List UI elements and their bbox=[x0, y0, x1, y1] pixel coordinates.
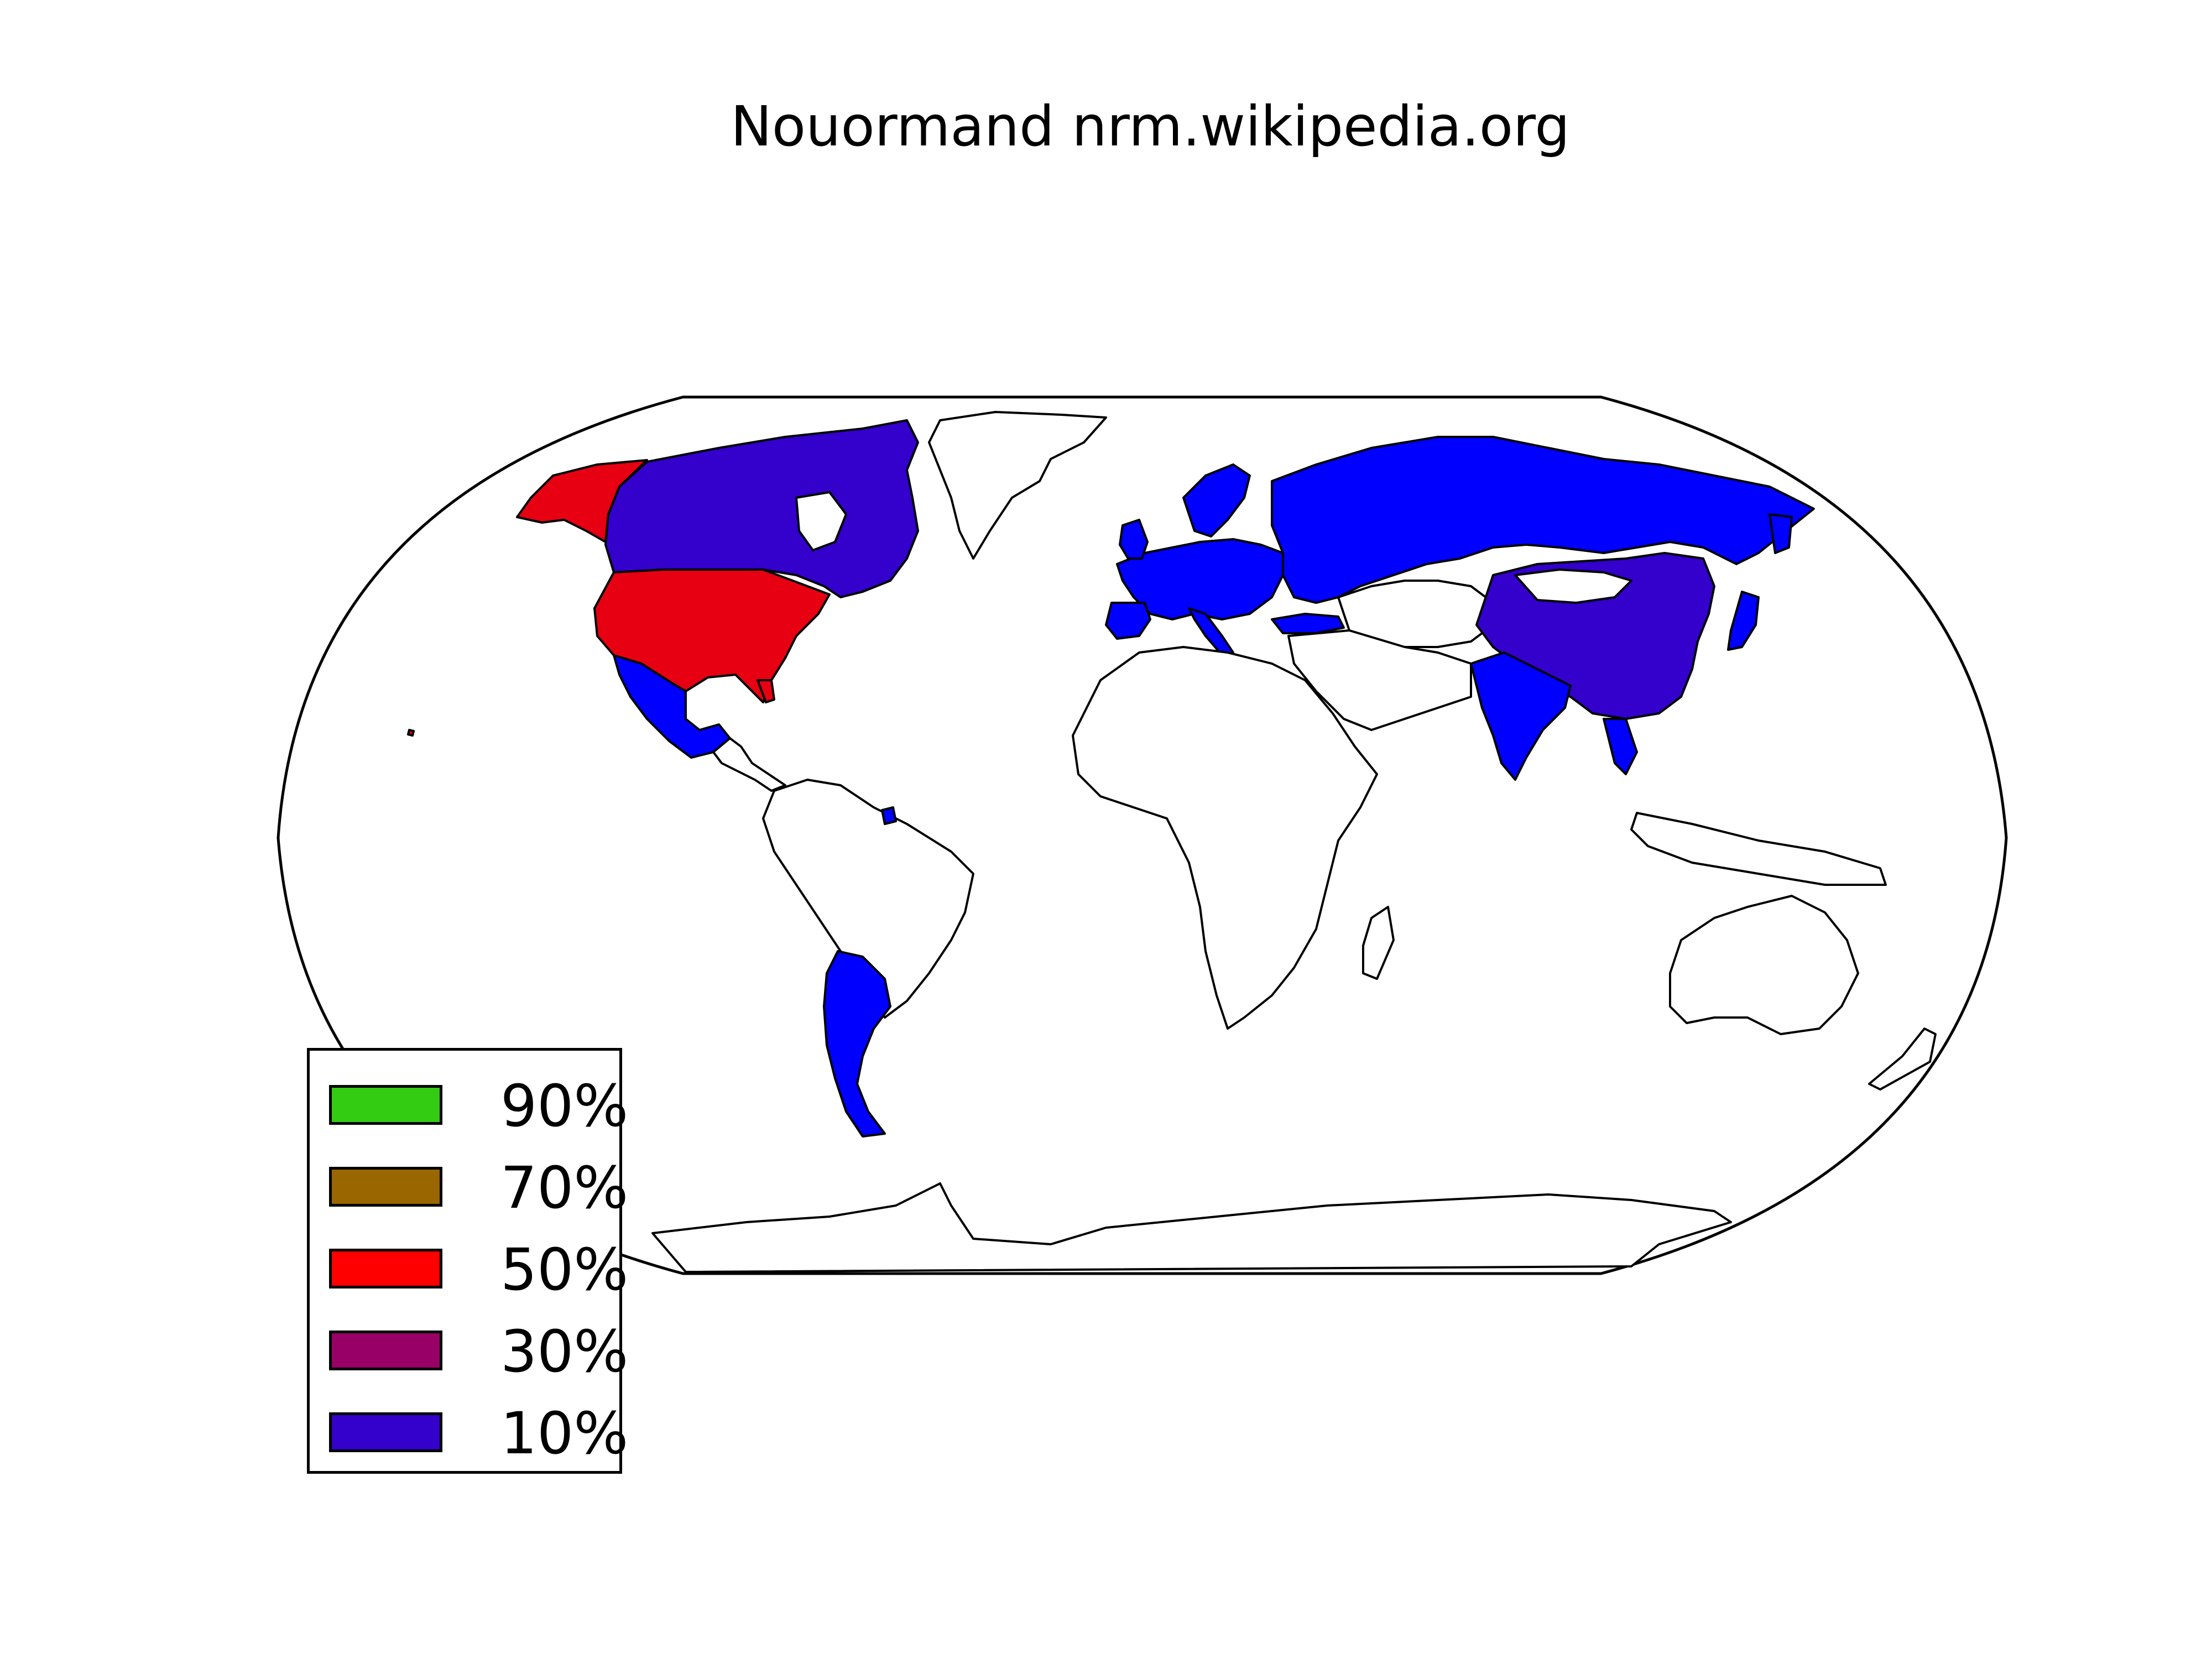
antarctica bbox=[651, 1182, 1732, 1273]
japan bbox=[1727, 591, 1760, 651]
madagascar bbox=[1362, 906, 1395, 980]
legend: 90% 70% 50% 30% 10% bbox=[307, 1048, 628, 1474]
suriname bbox=[881, 806, 897, 825]
map-title: Nouormand nrm.wikipedia.org bbox=[731, 94, 1570, 159]
new-zealand bbox=[1868, 1027, 1937, 1091]
legend-label: 90% bbox=[500, 1072, 629, 1140]
russia bbox=[1271, 436, 1815, 604]
thailand bbox=[1603, 718, 1638, 775]
scandinavia bbox=[1182, 463, 1251, 538]
florida bbox=[757, 679, 775, 703]
legend-item: 50% bbox=[329, 1237, 628, 1303]
legend-swatch bbox=[329, 1249, 442, 1288]
hawaii bbox=[407, 729, 415, 737]
britain bbox=[1119, 519, 1149, 560]
legend-swatch bbox=[329, 1167, 442, 1207]
alaska bbox=[516, 459, 648, 543]
hudson-bay bbox=[795, 491, 847, 551]
legend-item: 10% bbox=[329, 1400, 628, 1467]
south-america bbox=[762, 779, 974, 1019]
indonesia bbox=[1630, 812, 1887, 886]
kamchatka bbox=[1768, 513, 1793, 554]
turkey bbox=[1271, 613, 1345, 634]
legend-item: 30% bbox=[329, 1318, 628, 1385]
africa bbox=[1072, 646, 1378, 1030]
legend-label: 50% bbox=[500, 1236, 629, 1303]
legend-swatch bbox=[329, 1331, 442, 1370]
legend-label: 10% bbox=[500, 1400, 629, 1467]
legend-label: 70% bbox=[500, 1154, 629, 1222]
legend-item: 90% bbox=[329, 1073, 628, 1139]
legend-swatch bbox=[329, 1085, 442, 1125]
legend-label: 30% bbox=[500, 1318, 629, 1385]
greenland bbox=[928, 411, 1107, 560]
iberia bbox=[1105, 602, 1151, 640]
canada bbox=[604, 419, 919, 598]
argentina bbox=[823, 950, 891, 1138]
mongolia bbox=[1514, 568, 1632, 604]
australia bbox=[1669, 895, 1859, 1035]
middle-east bbox=[1287, 629, 1472, 731]
legend-item: 70% bbox=[329, 1155, 628, 1221]
central-america bbox=[712, 737, 786, 792]
legend-swatch bbox=[329, 1412, 442, 1452]
india bbox=[1470, 651, 1572, 781]
